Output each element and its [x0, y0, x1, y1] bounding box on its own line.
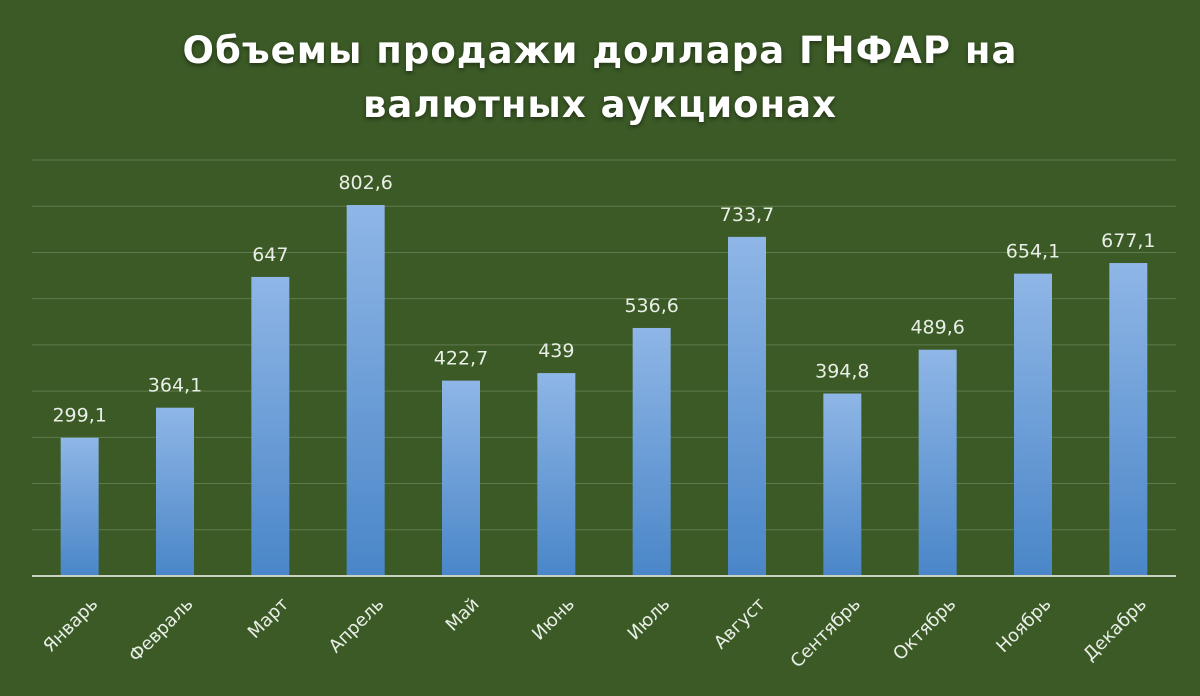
bar-8: [728, 236, 766, 576]
category-label-5: Май: [442, 594, 484, 636]
value-label-7: 536,6: [624, 295, 678, 317]
bar-7: [632, 327, 671, 576]
value-label-5: 422,7: [434, 348, 488, 370]
category-label-3: Март: [244, 594, 293, 643]
value-label-4: 802,6: [338, 172, 392, 194]
bar-4: [346, 205, 385, 576]
chart-title-line-1: Объемы продажи доллара ГНФАР на: [182, 29, 1018, 72]
value-label-9: 394,8: [815, 361, 869, 383]
category-label-4: Апрель: [325, 594, 388, 657]
bar-1: [60, 437, 99, 576]
category-label-11: Ноябрь: [992, 594, 1055, 657]
category-label-1: Январь: [39, 594, 102, 657]
chart-title-line-2: валютных аукционах: [362, 83, 838, 126]
category-label-2: Февраль: [125, 594, 198, 667]
bar-6: [537, 373, 576, 576]
bar-10: [918, 349, 957, 576]
value-label-6: 439: [538, 340, 574, 362]
bar-12: [1109, 263, 1148, 576]
category-label-12: Декабрь: [1079, 594, 1151, 666]
category-label-7: Июль: [624, 594, 675, 645]
category-labels: Январь Февраль Март Апрель Май Июнь Июль Август…: [39, 594, 1151, 672]
value-label-1: 299,1: [52, 405, 106, 427]
value-label-12: 677,1: [1101, 230, 1155, 252]
bar-2: [156, 407, 194, 576]
bar-9: [823, 393, 862, 576]
chart-title: Объемы продажи доллара ГНФАР на валютных…: [0, 24, 1200, 132]
gridlines: [32, 159, 1176, 531]
value-label-3: 647: [252, 244, 288, 266]
category-label-10: Октябрь: [889, 594, 960, 665]
category-label-9: Сентябрь: [787, 594, 865, 672]
bar-5: [442, 380, 480, 576]
value-label-8: 733,7: [720, 204, 774, 226]
value-label-11: 654,1: [1006, 241, 1060, 263]
bar-3: [251, 276, 290, 576]
category-label-8: Август: [710, 594, 770, 654]
bar-11: [1014, 273, 1052, 576]
value-label-2: 364,1: [148, 375, 202, 397]
category-label-6: Июнь: [528, 594, 579, 645]
value-label-10: 489,6: [910, 317, 964, 339]
bars: [60, 205, 1148, 576]
value-labels: 299,1 364,1 647 802,6 422,7 439 536,6 733,7 394,…: [52, 172, 1155, 427]
